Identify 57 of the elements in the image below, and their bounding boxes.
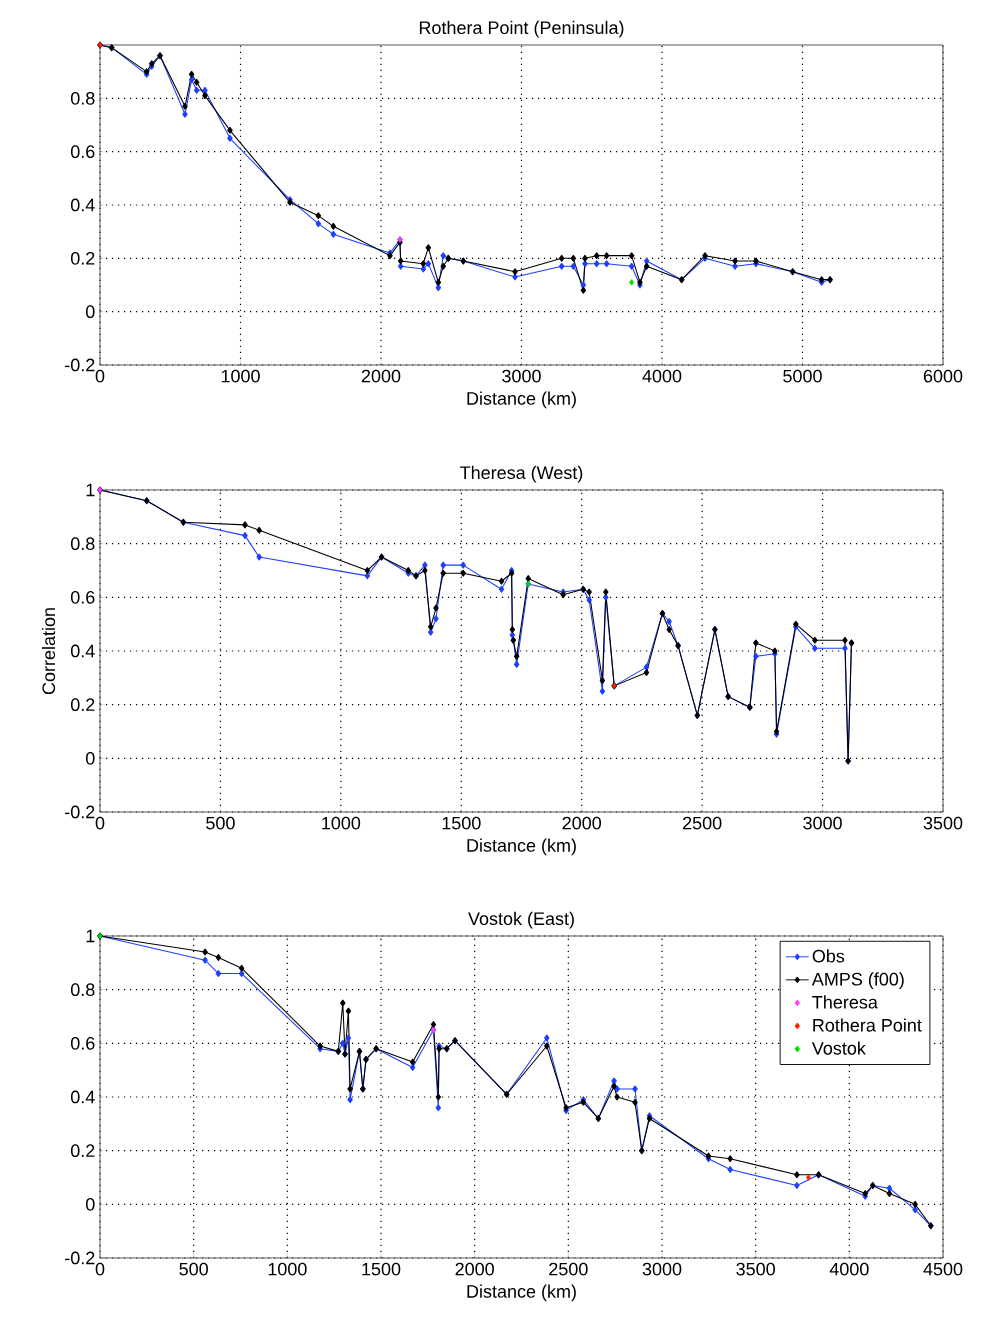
legend-label: Rothera Point [813,1018,922,1032]
x-tick-label: 1000 [268,1262,307,1276]
x-tick-label: 0 [95,369,105,383]
y-tick-label: 0 [85,305,95,319]
x-tick-label: 0 [95,816,105,830]
y-tick-label: 0.2 [70,251,95,265]
x-tick-label: 6000 [923,369,963,383]
y-tick-label: -0.2 [65,1251,95,1265]
y-tick-label: 0.6 [70,145,95,159]
x-axis-title: Distance (km) [467,1284,576,1302]
y-tick-label: 0.2 [70,698,95,712]
y-tick-label: 0.4 [70,198,95,212]
x-tick-label: 3000 [642,1262,682,1276]
x-tick-label: 500 [179,1262,208,1276]
y-tick-label: 0 [85,751,95,765]
x-tick-label: 5000 [783,369,822,383]
x-tick-label: 500 [206,816,235,830]
y-tick-label: 0 [85,1197,95,1211]
legend-label: Vostok [811,1041,866,1055]
x-tick-label: 3500 [736,1262,775,1276]
chart-title: Theresa (West) [460,465,583,483]
x-tick-label: 4500 [923,1262,963,1276]
x-tick-label: 4000 [642,369,682,383]
x-tick-label: 2500 [549,1262,588,1276]
legend-label: AMPS (f00) [811,972,904,990]
y-tick-label: 0.8 [70,983,95,997]
x-tick-label: 3000 [502,369,541,383]
x-tick-label: 3500 [923,816,963,830]
y-tick-label: 0.8 [70,537,95,551]
y-tick-label: 0.8 [70,91,95,105]
x-tick-label: 2000 [361,369,401,383]
y-tick-label: 1 [86,483,95,497]
x-tick-label: 1000 [322,816,361,830]
y-tick-label: 0.6 [70,590,95,604]
y-tick-label: 0.2 [70,1144,95,1158]
y-tick-label: 0.6 [70,1036,95,1050]
x-tick-label: 2000 [562,816,602,830]
y-axis-title: Correlation [41,608,56,695]
y-tick-label: -0.2 [65,805,95,819]
x-tick-label: 1500 [442,816,481,830]
chart-title: Vostok (East) [468,911,574,929]
y-tick-label: 1 [86,929,95,943]
y-tick-label: -0.2 [65,358,95,372]
x-tick-label: 2000 [455,1262,494,1276]
x-tick-label: 3000 [803,816,842,830]
x-tick-label: 4000 [829,1262,869,1276]
x-tick-label: 2500 [683,816,722,830]
x-axis-title: Distance (km) [467,391,576,409]
chart-title: Rothera Point (Peninsula) [419,20,624,38]
legend-label: Theresa [812,995,878,1009]
x-tick-label: 0 [95,1262,105,1276]
y-tick-label: 0.4 [70,644,95,658]
x-axis-title: Distance (km) [467,838,576,856]
legend-label: Obs [812,949,845,963]
x-tick-label: 1000 [221,369,260,383]
x-tick-label: 1500 [362,1262,401,1276]
y-tick-label: 0.4 [70,1090,95,1104]
